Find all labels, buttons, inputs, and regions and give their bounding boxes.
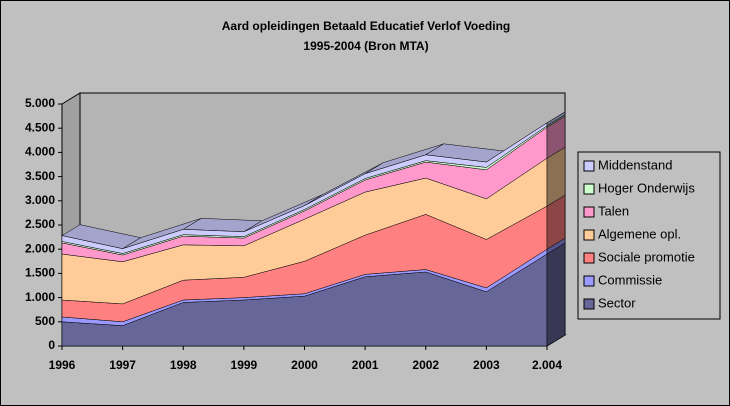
legend-swatch [583,183,595,195]
chart-subtitle: 1995-2004 (Bron MTA) [303,39,428,53]
legend-label: Hoger Onderwijs [598,180,695,195]
x-tick-label: 2000 [291,358,318,372]
x-tick-label: 2001 [352,358,379,372]
area-side [546,242,566,347]
y-tick-label: 1.000 [25,290,55,304]
y-tick-label: 2.500 [25,217,55,231]
y-tick-label: 4.500 [25,120,55,134]
legend-swatch [583,160,595,172]
legend-swatch [583,298,595,310]
legend: Sector Commissie Sociale promotie Algemene … [577,151,721,320]
legend-swatch [583,275,595,287]
x-tick-label: 1999 [231,358,258,372]
legend-label: Middenstand [598,157,672,172]
y-tick-label: 3.000 [25,193,55,207]
x-tick-label: 1998 [170,358,197,372]
x-tick-label: 1996 [49,358,76,372]
x-tick-label: 2003 [473,358,500,372]
legend-swatch [583,206,595,218]
chart-title: Aard opleidingen Betaald Educatief Verlo… [222,19,511,33]
y-tick-label: 3.500 [25,169,55,183]
legend-swatch [583,252,595,264]
y-tick-label: 1.500 [25,266,55,280]
legend-label: Sociale promotie [598,249,695,264]
y-tick-label: 5.000 [25,96,55,110]
legend-label: Algemene opl. [598,226,681,241]
legend-label: Sector [598,295,636,310]
y-tick-label: 2.000 [25,241,55,255]
x-tick-label: 1997 [109,358,136,372]
legend-label: Talen [598,203,629,218]
x-tick-label: 2002 [412,358,439,372]
y-tick-label: 500 [35,314,55,328]
y-tick-label: 4.000 [25,145,55,159]
area-side [546,111,566,127]
legend-box [577,151,721,320]
legend-swatch [583,229,595,241]
legend-label: Commissie [598,272,662,287]
x-tick-label: 2.004 [532,358,562,372]
y-tick-label: 0 [48,338,55,352]
